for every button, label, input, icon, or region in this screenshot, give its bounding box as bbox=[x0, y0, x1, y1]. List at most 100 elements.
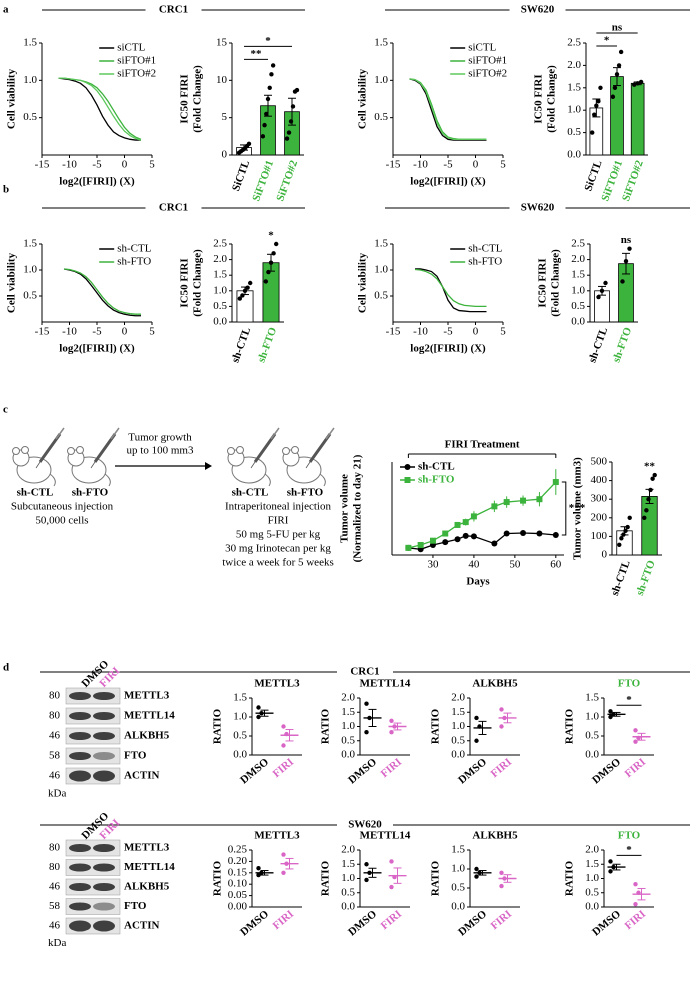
y-tick-label: 200 bbox=[591, 511, 608, 523]
data-point bbox=[503, 530, 510, 537]
data-point bbox=[633, 901, 638, 907]
significance-label: ** bbox=[644, 461, 656, 473]
data-point bbox=[263, 279, 268, 284]
y-tick-label: 1.5 bbox=[451, 706, 465, 718]
y-axis-label: (Normalized to day 21) bbox=[352, 454, 364, 562]
protein-label: METTL14 bbox=[124, 710, 175, 722]
data-point bbox=[284, 136, 290, 141]
data-point bbox=[389, 884, 394, 890]
blot-band bbox=[93, 732, 115, 740]
data-point bbox=[646, 497, 651, 502]
y-axis-label: Cell viability bbox=[357, 68, 369, 129]
kda-unit: kDa bbox=[48, 788, 66, 800]
x-tick-label: 5 bbox=[149, 159, 155, 171]
data-point bbox=[491, 540, 498, 547]
data-point bbox=[364, 730, 369, 735]
data-point bbox=[619, 536, 624, 541]
data-point bbox=[248, 280, 253, 286]
data-point bbox=[392, 724, 397, 729]
y-tick-label: 0.5 bbox=[23, 111, 37, 123]
caption: 30 mg Irinotecan per kg bbox=[225, 543, 331, 555]
x-tick-label: 60 bbox=[550, 559, 562, 571]
data-point bbox=[650, 476, 655, 481]
series-line bbox=[409, 78, 487, 140]
blot-band bbox=[93, 692, 115, 700]
y-axis-label: IC50 FIRI bbox=[179, 258, 191, 307]
significance-bracket bbox=[561, 481, 567, 536]
y-tick-label: 1.0 bbox=[233, 711, 247, 723]
chart-title: METTL14 bbox=[360, 678, 411, 690]
y-tick-label: 0.00 bbox=[228, 901, 248, 913]
x-tick-label: sh-CTL bbox=[229, 326, 253, 365]
y-tick-label: 1.0 bbox=[213, 284, 227, 296]
blot-strip bbox=[65, 898, 121, 915]
x-axis-label: log2([FIRI]) (X) bbox=[59, 343, 135, 355]
x-tick-label: FIRI bbox=[623, 908, 649, 932]
data-point bbox=[364, 877, 369, 883]
y-axis-label: Tumor volume (mm3) bbox=[572, 457, 584, 560]
x-tick-label: -5 bbox=[92, 159, 102, 171]
data-point bbox=[611, 712, 616, 717]
data-point bbox=[625, 524, 630, 530]
legend-label: sh-CTL bbox=[117, 243, 152, 255]
data-point bbox=[389, 859, 394, 864]
panel-label: a bbox=[3, 4, 9, 16]
y-tick-label: 0.5 bbox=[213, 300, 227, 312]
data-point bbox=[286, 130, 292, 135]
x-tick-label: 0 bbox=[473, 326, 479, 338]
y-tick-label: 0.0 bbox=[451, 749, 465, 761]
data-point bbox=[364, 701, 369, 706]
data-point bbox=[633, 739, 638, 744]
data-point bbox=[256, 714, 261, 720]
series-line bbox=[415, 268, 487, 313]
x-tick-label: 0 bbox=[122, 159, 128, 171]
kda-marker: 46 bbox=[49, 920, 61, 932]
data-point bbox=[256, 705, 261, 710]
bar bbox=[630, 82, 645, 156]
protein-label: ALKBH5 bbox=[124, 730, 170, 742]
y-tick-label: 0.0 bbox=[585, 901, 599, 913]
data-point bbox=[237, 296, 242, 301]
y-tick-label: 2.0 bbox=[341, 692, 355, 704]
legend-label: sh-FTO bbox=[468, 256, 502, 268]
significance-label: ns bbox=[612, 21, 623, 33]
y-axis-label: RATIO bbox=[430, 860, 442, 896]
y-tick-label: 1.0 bbox=[374, 74, 388, 86]
series-line bbox=[58, 77, 142, 140]
data-point bbox=[592, 112, 597, 117]
legend-marker bbox=[404, 464, 411, 470]
chart-title: FTO bbox=[618, 678, 641, 690]
panel-label: b bbox=[3, 184, 9, 196]
y-tick-label: 1.0 bbox=[451, 720, 465, 732]
x-tick-label: 30 bbox=[427, 559, 439, 571]
x-tick-label: FIRI bbox=[623, 756, 649, 780]
data-point bbox=[633, 728, 638, 733]
y-tick-label: 1.5 bbox=[341, 706, 355, 718]
series-line bbox=[58, 77, 142, 141]
y-tick-label: 2.0 bbox=[567, 59, 581, 71]
data-point bbox=[621, 532, 626, 537]
y-tick-label: 1.0 bbox=[341, 872, 355, 884]
y-axis-label: IC50 FIRI bbox=[179, 74, 191, 123]
data-point bbox=[281, 852, 286, 857]
y-tick-label: 0.5 bbox=[585, 730, 599, 742]
data-point bbox=[389, 718, 394, 723]
y-axis-label: RATIO bbox=[564, 708, 576, 744]
y-tick-label: 0.5 bbox=[374, 290, 388, 302]
legend-label: sh-FTO bbox=[418, 474, 455, 486]
chart-title: ALKBH5 bbox=[472, 678, 518, 690]
blot-band bbox=[93, 883, 115, 891]
data-point bbox=[623, 258, 629, 264]
y-tick-label: 0.0 bbox=[567, 149, 581, 161]
data-point bbox=[633, 882, 638, 887]
data-point bbox=[536, 530, 543, 537]
y-tick-label: 0.20 bbox=[228, 855, 248, 867]
data-point bbox=[502, 715, 507, 721]
y-tick-label: 2.5 bbox=[567, 37, 581, 49]
data-point bbox=[389, 730, 394, 735]
y-tick-label: 1.0 bbox=[585, 711, 599, 723]
data-point bbox=[608, 859, 613, 864]
data-point bbox=[611, 864, 616, 870]
data-point bbox=[502, 876, 507, 881]
group-label: sh-FTO bbox=[72, 487, 109, 499]
